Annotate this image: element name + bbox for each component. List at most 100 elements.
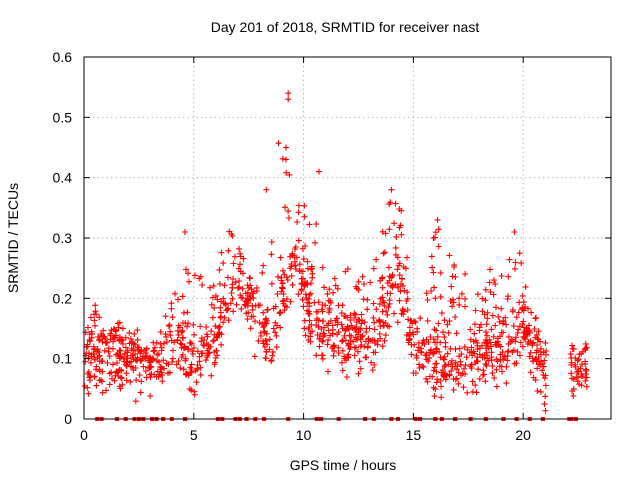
data-point [437, 378, 444, 384]
data-point [266, 346, 273, 353]
data-point [118, 375, 125, 382]
data-point [484, 315, 491, 322]
data-point [269, 352, 276, 359]
y-tick-label: 0.6 [53, 49, 73, 65]
data-point [325, 297, 332, 304]
data-point [513, 334, 519, 341]
data-point [433, 360, 440, 367]
data-point [331, 342, 338, 349]
data-point [354, 348, 361, 355]
data-point [521, 335, 528, 341]
data-point [188, 387, 195, 394]
data-point [414, 325, 421, 332]
data-point [106, 353, 113, 360]
data-point [226, 228, 233, 235]
data-point [578, 371, 585, 377]
data-point [512, 338, 519, 345]
data-point [528, 309, 535, 316]
data-point [147, 392, 154, 399]
data-point [283, 156, 289, 163]
data-point [314, 308, 321, 315]
data-point [248, 286, 255, 293]
data-point [225, 317, 232, 324]
data-point [302, 243, 309, 249]
data-point [194, 362, 201, 368]
data-point [371, 319, 378, 326]
data-point [283, 169, 290, 176]
data-point [446, 318, 453, 325]
data-point [218, 249, 225, 256]
data-point [91, 373, 98, 380]
data-point [175, 331, 182, 338]
data-point [213, 347, 220, 354]
data-point [519, 306, 526, 313]
data-point [582, 340, 589, 347]
axes: 0 5 10 15 20 0 0.1 0.2 0.3 0.4 0.5 0.6 [53, 49, 612, 443]
data-point [331, 275, 338, 282]
data-point [325, 368, 331, 375]
data-point [187, 364, 194, 371]
data-point [567, 351, 574, 358]
data-point [165, 361, 172, 368]
data-point [442, 343, 449, 350]
data-point [279, 155, 286, 162]
data-point [298, 281, 305, 288]
data-point [522, 283, 529, 290]
data-point [123, 377, 130, 384]
data-point [367, 279, 374, 286]
data-point [223, 307, 230, 314]
data-point [430, 336, 437, 343]
data-point [177, 340, 184, 347]
data-point [478, 321, 484, 328]
data-point [134, 327, 141, 334]
data-point [255, 337, 262, 344]
data-point [105, 345, 112, 352]
data-point [304, 299, 311, 306]
data-point [385, 264, 392, 271]
data-point [412, 319, 419, 326]
data-point [441, 363, 448, 370]
data-point [142, 368, 149, 375]
data-point [239, 285, 246, 292]
data-point [263, 355, 269, 362]
data-point [235, 285, 241, 292]
data-point [127, 335, 134, 342]
data-point [191, 331, 198, 338]
data-point [208, 372, 215, 379]
data-point [198, 338, 205, 345]
data-point [467, 326, 474, 333]
data-point [438, 310, 445, 317]
data-point [341, 353, 348, 360]
data-point [138, 348, 145, 355]
data-point [237, 261, 243, 268]
data-point [344, 314, 351, 321]
data-point [398, 231, 405, 238]
data-point [96, 358, 103, 365]
data-point [220, 319, 227, 326]
data-point [132, 365, 139, 371]
data-point [92, 322, 98, 329]
data-point [352, 311, 359, 318]
data-point [214, 296, 221, 303]
data-point [266, 336, 273, 343]
data-point [260, 324, 267, 331]
data-point [207, 284, 213, 291]
data-point [430, 367, 437, 374]
data-point [249, 306, 256, 313]
data-point [386, 297, 393, 304]
data-point [115, 373, 122, 380]
data-point [238, 294, 245, 301]
data-point [319, 264, 326, 271]
data-point [484, 309, 491, 316]
data-point [286, 215, 292, 221]
data-point [525, 305, 531, 312]
data-point [84, 370, 91, 377]
data-point [278, 275, 285, 281]
data-point [575, 368, 582, 375]
data-point [318, 306, 325, 313]
data-point [396, 272, 403, 279]
data-point [143, 346, 150, 353]
data-point [182, 344, 188, 351]
data-point [462, 362, 469, 369]
data-point [425, 358, 432, 364]
